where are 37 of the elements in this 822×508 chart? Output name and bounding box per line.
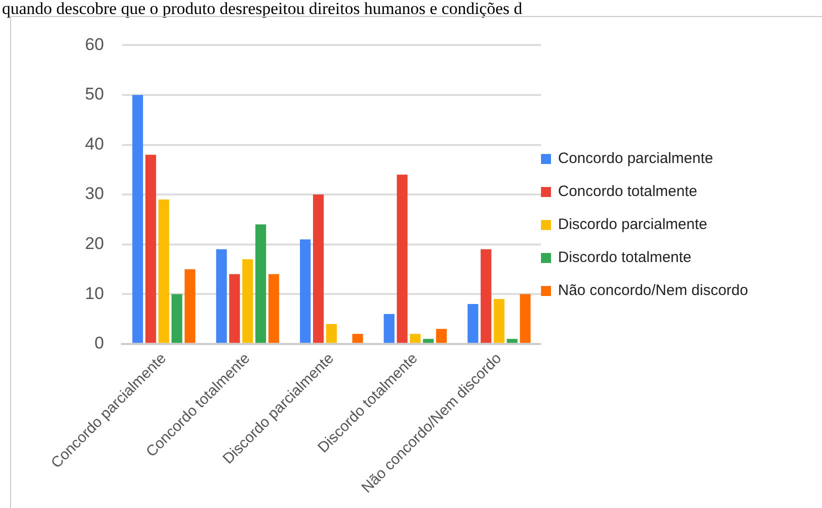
bar xyxy=(480,249,492,343)
y-tick-label: 30 xyxy=(84,184,104,204)
bar xyxy=(255,224,266,343)
bar xyxy=(229,274,240,343)
bar xyxy=(494,299,504,343)
bar xyxy=(172,294,182,343)
bar xyxy=(396,174,408,343)
bar xyxy=(422,338,434,343)
y-tick-label: 50 xyxy=(84,84,104,104)
bar xyxy=(326,324,337,343)
bar xyxy=(313,194,324,343)
bar xyxy=(506,338,518,343)
y-tick-label: 40 xyxy=(84,134,104,154)
bar xyxy=(132,94,144,343)
bar xyxy=(300,239,311,343)
y-tick-label: 20 xyxy=(84,234,104,253)
y-tick-label: 10 xyxy=(84,284,104,303)
bar xyxy=(158,200,170,343)
legend-label: Concordo parcialmente xyxy=(558,150,714,167)
bar xyxy=(242,259,253,343)
legend-label: Concordo totalmente xyxy=(558,183,698,200)
bar xyxy=(410,334,421,343)
legend-label: Não concordo/Nem discordo xyxy=(558,282,748,299)
chart-title: quando descobre que o produto desrespeitou direitos humanos e condições d xyxy=(1,0,524,18)
bar xyxy=(268,274,280,343)
bar xyxy=(216,249,227,343)
bar xyxy=(384,314,394,343)
legend-label: Discordo totalmente xyxy=(558,249,692,266)
bar xyxy=(352,334,363,343)
y-tick-label: 0 xyxy=(94,334,104,353)
bar xyxy=(520,294,531,343)
bar xyxy=(145,154,156,343)
legend-label: Discordo parcialmente xyxy=(558,216,708,233)
y-tick-label: 60 xyxy=(84,34,104,54)
bar xyxy=(184,269,196,343)
bar xyxy=(436,328,447,343)
bar xyxy=(468,304,478,343)
